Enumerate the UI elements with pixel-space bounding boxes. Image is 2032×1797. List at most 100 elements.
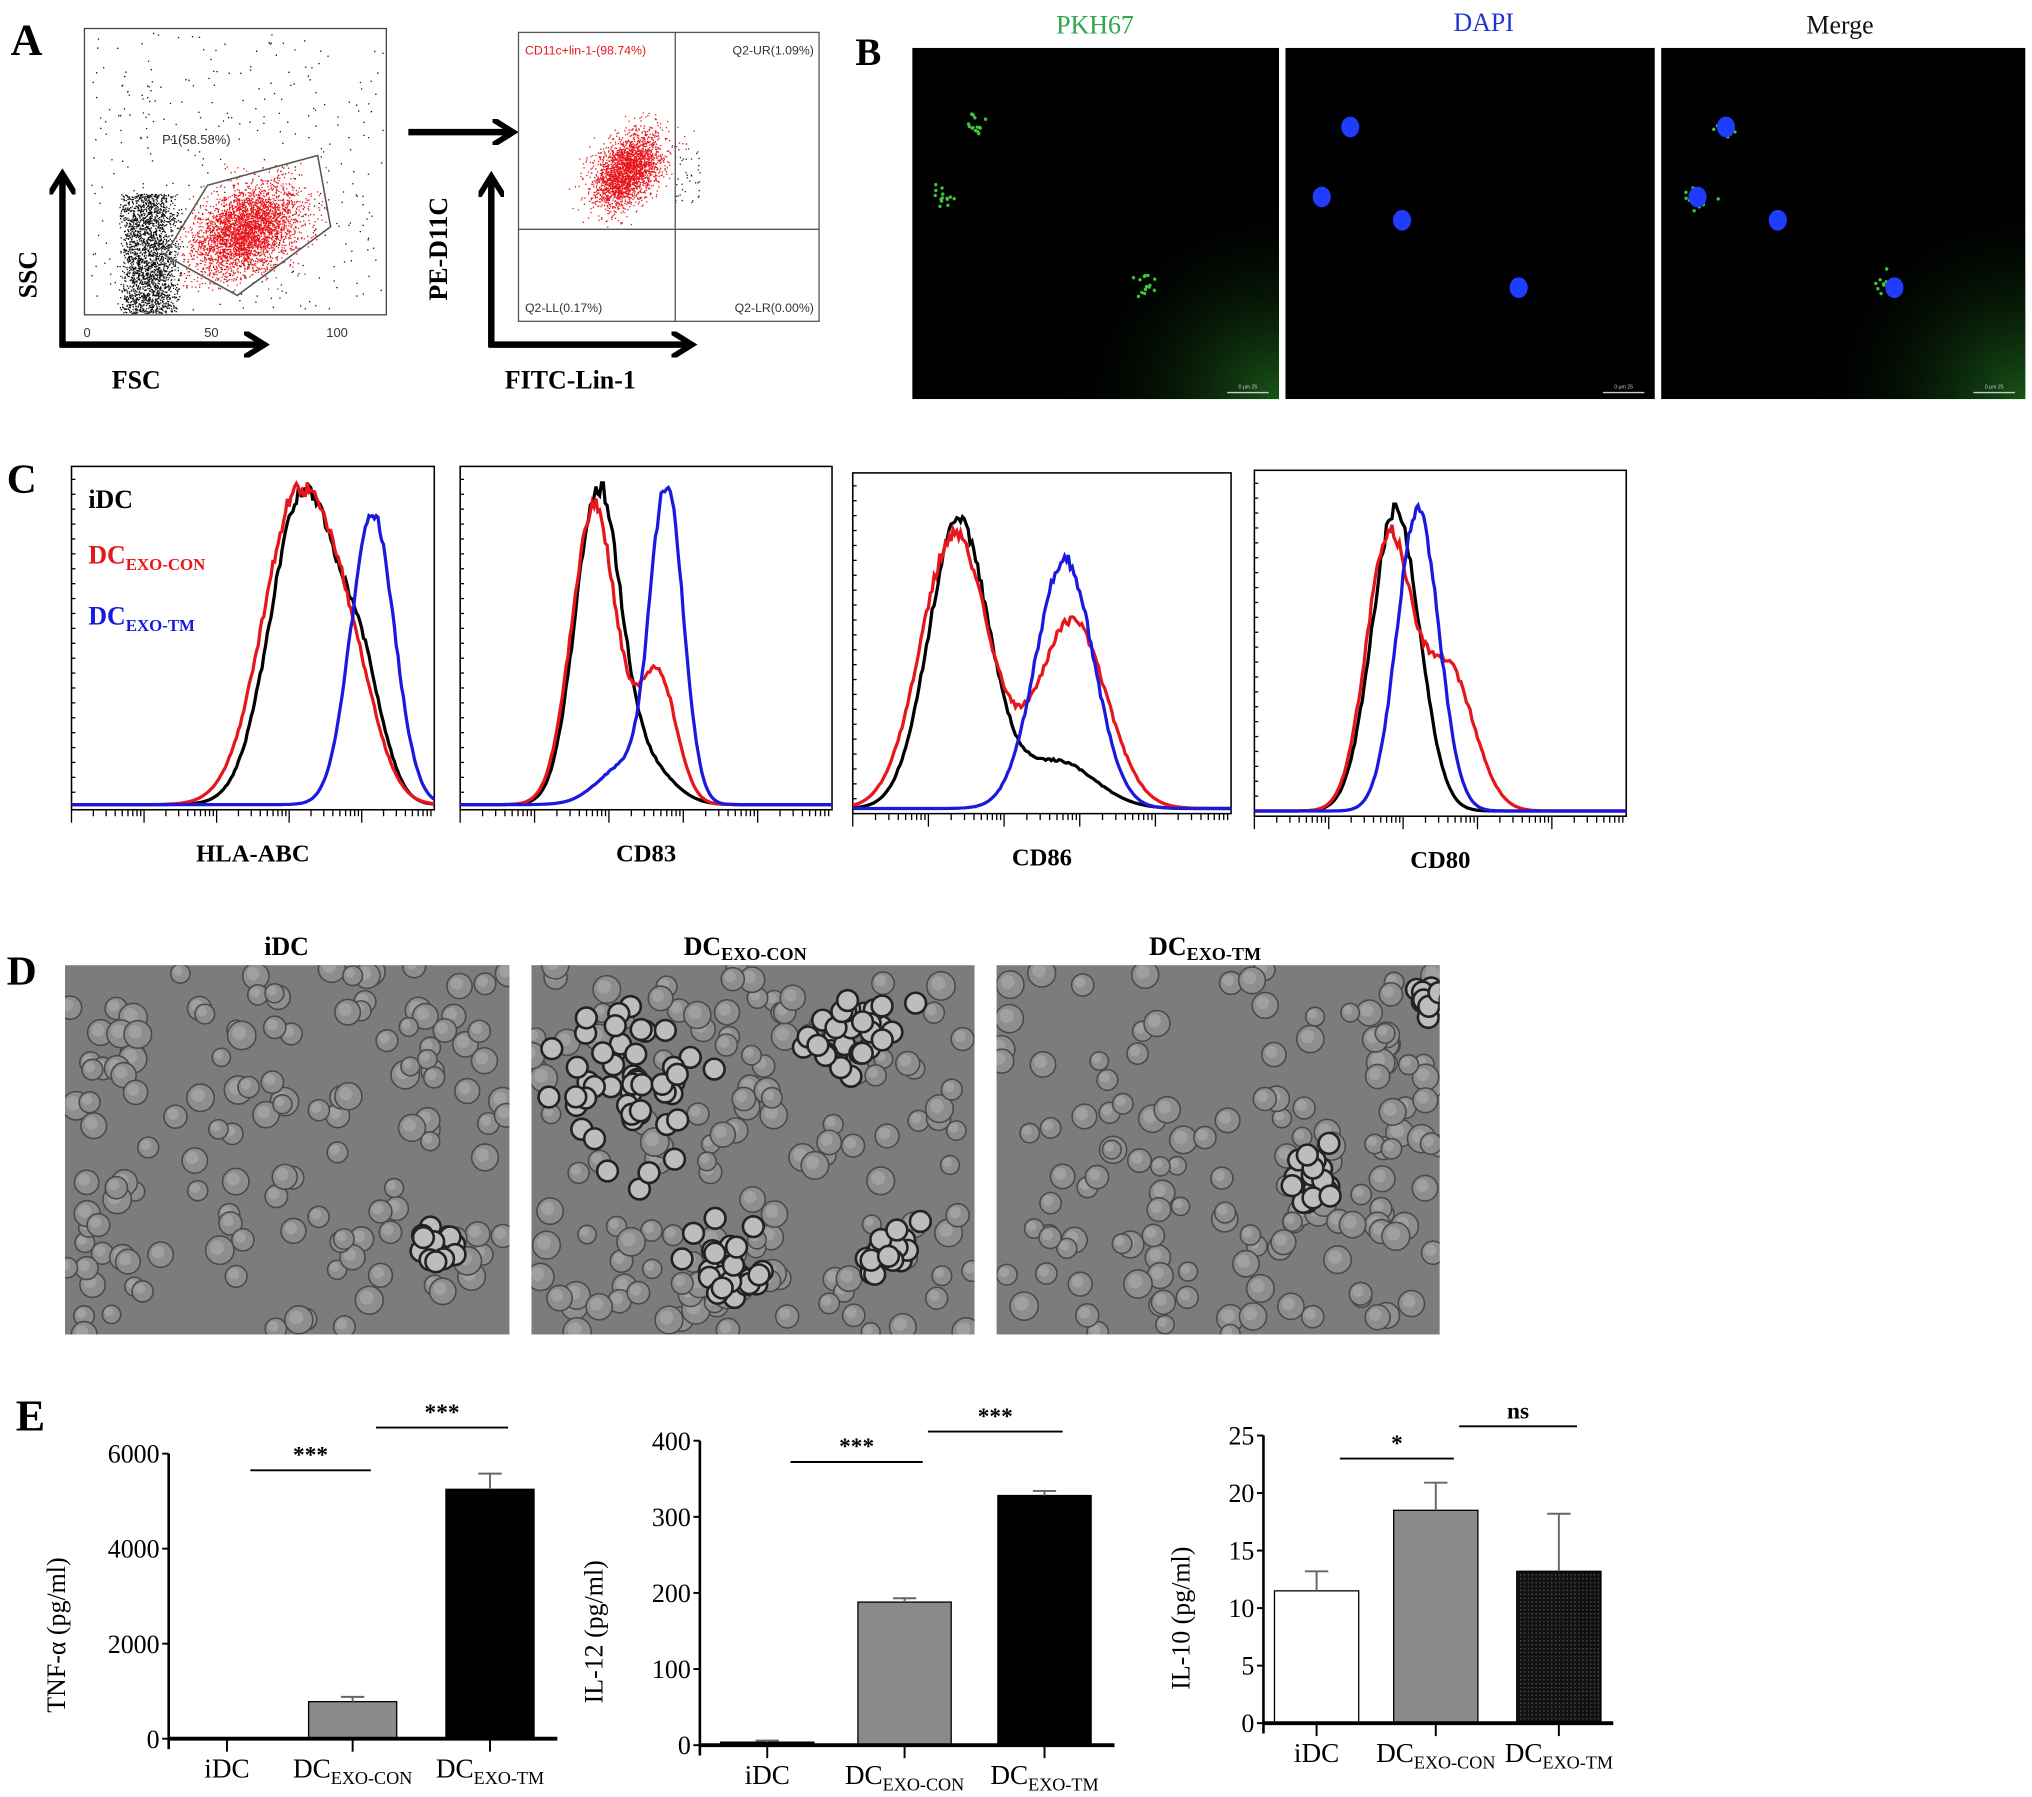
cell-highlight	[450, 977, 464, 990]
cell-highlight	[1285, 1214, 1295, 1224]
scale-bar-label: 0 μm 25	[1985, 385, 2004, 391]
cell-highlight	[899, 1054, 912, 1067]
cell-cluster	[876, 1244, 901, 1268]
cell-highlight	[140, 1139, 151, 1151]
cell-highlight	[1088, 1168, 1101, 1181]
cell-highlight	[1368, 1067, 1382, 1080]
cell-highlight	[1382, 985, 1395, 998]
cell-highlight	[714, 1125, 727, 1139]
significance-label: ***	[293, 1443, 328, 1469]
scale-bar-label: 0 μm 25	[1239, 385, 1258, 391]
cell-highlight	[954, 1030, 966, 1043]
panel-letter-e: E	[16, 1391, 45, 1440]
pkh67-signal	[1146, 273, 1150, 278]
cell-highlight	[926, 1004, 937, 1016]
cell-highlight	[1153, 1183, 1166, 1197]
cell-highlight	[1014, 1296, 1029, 1311]
cell-highlight	[266, 1019, 278, 1031]
cell-highlight	[1386, 1226, 1401, 1241]
cell-highlight	[345, 968, 355, 979]
cell-highlight	[531, 1030, 539, 1040]
cell-highlight	[1372, 1200, 1384, 1212]
cell-highlight	[222, 1215, 234, 1227]
cell-highlight	[1104, 1142, 1114, 1152]
cell-highlight	[436, 1022, 449, 1034]
y-axis-label: IL-12 (pg/ml)	[580, 1560, 609, 1703]
y-tick-label: 20	[1228, 1479, 1254, 1508]
cell-highlight	[167, 1108, 179, 1120]
panel-b: PKH67 DAPI Merge 0 μm 25 0 μm 25 0 μm 25	[912, 8, 2026, 400]
cell-highlight	[275, 1096, 285, 1107]
cell-highlight	[322, 965, 336, 973]
cell-highlight	[336, 1318, 348, 1330]
y-tick-label: 15	[1228, 1537, 1254, 1566]
cell-cluster	[678, 1045, 702, 1070]
y-tick-label: 4000	[108, 1535, 160, 1564]
x-axis-label: CD80	[1410, 847, 1470, 874]
significance-label: ***	[978, 1404, 1013, 1430]
cell-highlight	[94, 1245, 106, 1257]
cell-highlight	[567, 1322, 582, 1335]
cell-cluster	[591, 1041, 615, 1065]
cell-highlight	[402, 1118, 417, 1133]
cell-highlight	[65, 1260, 70, 1271]
cell-cluster	[806, 1033, 830, 1057]
image-background	[996, 965, 1440, 1335]
cell-highlight	[845, 1307, 857, 1319]
cell-highlight	[765, 1204, 779, 1219]
histogram-curve-dc-exo-tm	[460, 485, 833, 807]
cell-highlight	[718, 1003, 731, 1016]
cell-highlight	[531, 1046, 536, 1060]
cell-highlight	[1180, 1264, 1191, 1274]
cell-cluster	[537, 1085, 561, 1109]
pkh67-signal	[1684, 190, 1688, 195]
cell-highlight	[531, 1267, 545, 1282]
cell-highlight	[1217, 1204, 1228, 1216]
cell-highlight	[878, 1127, 891, 1140]
cell-cluster	[703, 1206, 727, 1230]
cell-highlight	[84, 1116, 98, 1130]
cell-highlight	[108, 1179, 120, 1191]
image-dc-exo-con	[531, 965, 975, 1335]
cell-highlight	[119, 1252, 132, 1266]
x-axis-label: FSC	[112, 366, 161, 395]
x-axis-label: CD83	[616, 841, 676, 868]
cell-highlight	[1371, 1053, 1386, 1068]
cell-highlight	[378, 1032, 390, 1044]
cell-highlight	[329, 1144, 341, 1155]
cell-highlight	[1042, 1120, 1054, 1131]
cell-highlight	[477, 975, 488, 987]
cell-highlight	[65, 999, 74, 1011]
dapi-nucleus	[1885, 277, 1904, 298]
cell-highlight	[1250, 1278, 1265, 1293]
cell-highlight	[234, 1231, 246, 1243]
pkh67-signal	[941, 192, 945, 196]
pkh67-signal	[1876, 287, 1880, 291]
cell-highlight	[863, 1324, 873, 1335]
cell-highlight	[352, 1230, 366, 1243]
x-axis-label: CD86	[1012, 844, 1072, 871]
y-tick-label: 0	[678, 1731, 691, 1760]
cell-highlight	[871, 1171, 886, 1186]
cell-highlight	[1360, 1003, 1374, 1017]
cell-highlight	[1115, 1096, 1126, 1107]
cell-highlight	[1265, 1045, 1278, 1059]
histogram-cd86: CD86	[851, 472, 1232, 871]
plot-frame	[851, 472, 1232, 815]
cell-highlight	[1042, 1229, 1053, 1241]
scatter-fsc-ssc: P1(58.58%) 0 50 100 FSC SSC	[14, 27, 387, 395]
cell-highlight	[475, 1148, 490, 1162]
pkh67-signal	[967, 124, 971, 129]
cell-cluster	[1318, 1184, 1342, 1208]
y-tick-label: 25	[1228, 1422, 1254, 1451]
cell-highlight	[1377, 1025, 1388, 1036]
cell-highlight	[1154, 1293, 1167, 1306]
cell-highlight	[190, 1183, 201, 1194]
dapi-nucleus	[1688, 186, 1707, 208]
image-idc	[65, 965, 510, 1335]
cell-highlight	[656, 1052, 666, 1063]
pkh67-signal	[1153, 277, 1157, 281]
legend-dc-exo-tm: DCEXO-TM	[88, 601, 195, 634]
cell-highlight	[543, 1106, 554, 1117]
cell-highlight	[1424, 1244, 1437, 1256]
